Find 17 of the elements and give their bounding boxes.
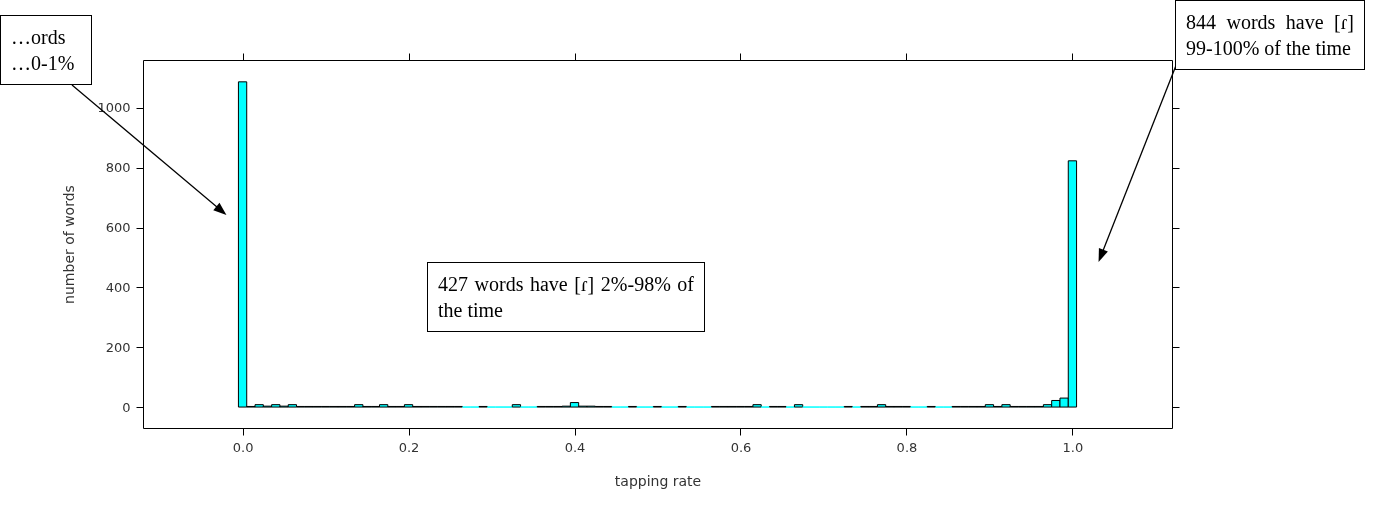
x-tick-label: 0.2 (398, 439, 420, 455)
y-tick-label: 200 (105, 339, 131, 355)
x-tick-label: 0.8 (896, 439, 918, 455)
annotation: 427 words have [ɾ] 2%-98% of the time (427, 262, 705, 332)
text: …ords …0-1% (0, 15, 92, 85)
y-tick-label: 800 (105, 160, 131, 176)
y-axis-title: number of words (61, 185, 78, 304)
x-tick-label: 0.4 (564, 439, 586, 455)
y-tick-label: 400 (105, 279, 131, 295)
x-tick-label: 0.0 (232, 439, 254, 455)
x-axis-title: tapping rate (614, 472, 702, 489)
y-tick-label: 600 (105, 220, 131, 236)
y-tick-label: 0 (122, 399, 131, 415)
x-tick-label: 1.0 (1062, 439, 1084, 455)
x-tick-label: 0.6 (730, 439, 752, 455)
text: 844 words have [ɾ] 99-100% of the time (1175, 0, 1365, 70)
y-tick-label: 1000 (97, 100, 131, 116)
